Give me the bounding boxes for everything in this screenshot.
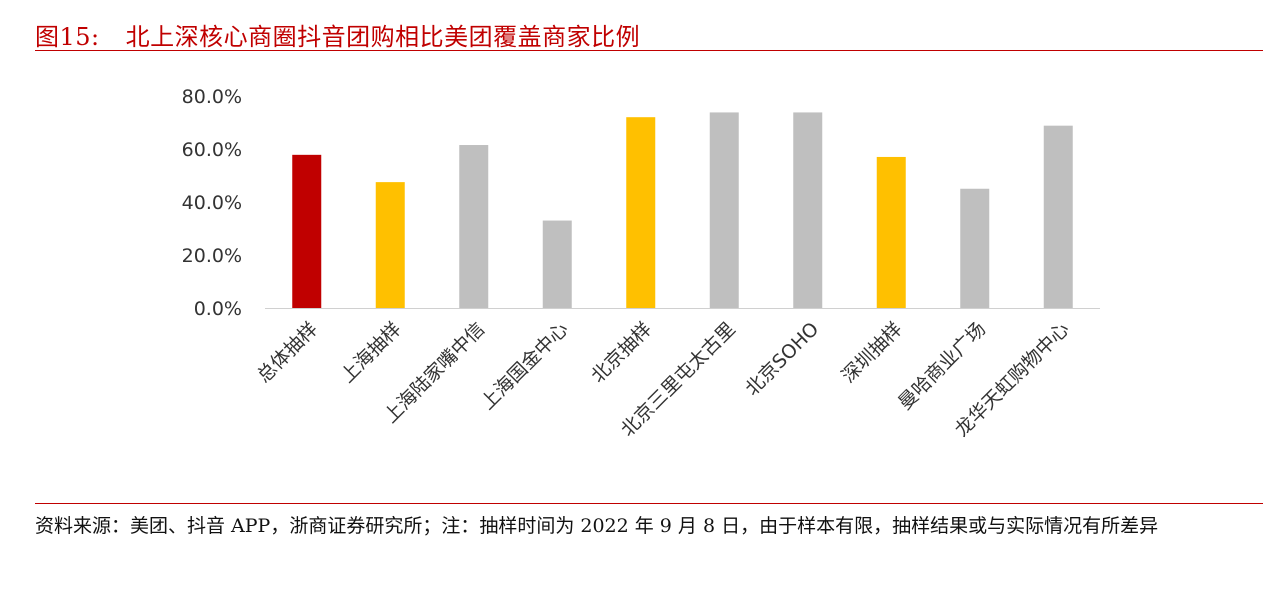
figure-number: 图15: <box>35 23 100 51</box>
source-rule <box>35 503 1263 504</box>
bar <box>1043 125 1073 309</box>
title-rule <box>35 50 1263 51</box>
figure-title: 图15: 北上深核心商圈抖音团购相比美团覆盖商家比例 <box>35 17 640 52</box>
bars <box>292 112 1073 309</box>
y-tick-label: 20.0% <box>182 245 242 267</box>
x-tick-label: 上海抽样 <box>336 318 405 387</box>
x-tick-label: 北京抽样 <box>587 318 656 387</box>
bar <box>626 117 656 308</box>
bar <box>459 145 489 308</box>
y-tick-label: 60.0% <box>182 139 242 161</box>
bar <box>960 188 990 308</box>
figure-title-text: 北上深核心商圈抖音团购相比美团覆盖商家比例 <box>125 23 641 51</box>
y-tick-label: 40.0% <box>182 192 242 214</box>
x-tick-label: 北京SOHO <box>741 318 823 400</box>
y-tick-label: 80.0% <box>182 86 242 108</box>
x-tick-label: 总体抽样 <box>253 318 322 387</box>
x-tick-label: 深圳抽样 <box>837 318 906 387</box>
bar-chart: 0.0% 20.0% 40.0% 60.0% 80.0% 总体抽样 上海抽样上海陆家嘴中信… <box>182 86 1100 441</box>
bar <box>292 154 322 308</box>
x-tick-label: 上海国金中心 <box>477 318 573 414</box>
y-tick-label: 0.0% <box>194 298 242 320</box>
bar <box>375 182 405 308</box>
y-axis: 0.0% 20.0% 40.0% 60.0% 80.0% <box>182 86 242 320</box>
bar <box>542 220 572 308</box>
bar <box>793 112 823 309</box>
source-note: 资料来源：美团、抖音 APP，浙商证券研究所；注：抽样时间为 2022 年 9 … <box>35 515 1159 537</box>
bar <box>876 156 906 308</box>
bar <box>709 112 739 309</box>
